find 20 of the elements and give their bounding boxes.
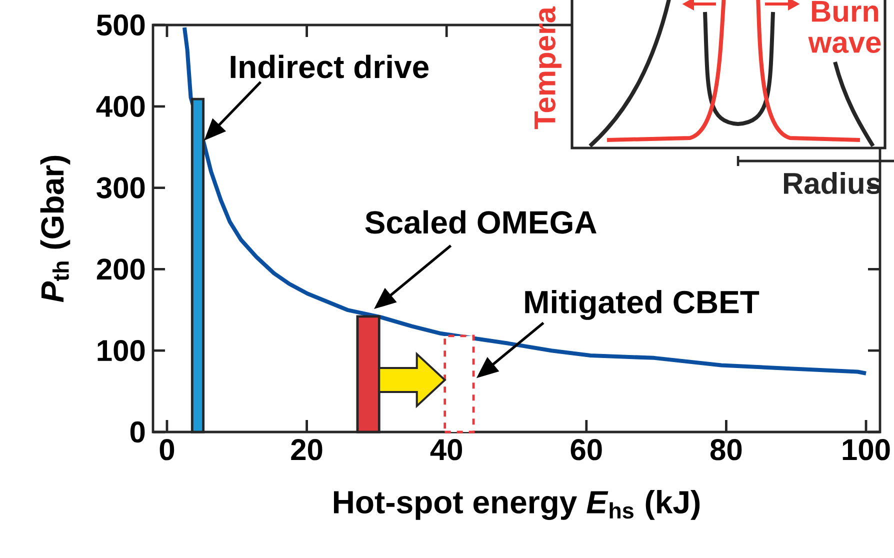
y-tick-label: 500 bbox=[96, 14, 145, 36]
annotation: Scaled OMEGA bbox=[365, 210, 596, 234]
y-tick-label: 400 bbox=[96, 96, 145, 118]
x-tick-label: 0 bbox=[160, 439, 174, 460]
annotation: Mitigated CBET bbox=[525, 290, 760, 320]
x-tick-label: 100 bbox=[842, 439, 890, 460]
y-tick-label: 200 bbox=[96, 258, 145, 280]
annotation: Tempera bbox=[534, 6, 562, 130]
annotation: Indirect drive bbox=[230, 54, 429, 78]
y-tick-label: 0 bbox=[130, 421, 145, 443]
x-tick-label: 80 bbox=[710, 439, 742, 460]
x-tick-label: 60 bbox=[570, 439, 602, 460]
x-tick-label: 40 bbox=[430, 439, 462, 460]
x-tick-label: 20 bbox=[291, 439, 322, 460]
y-tick-label: 100 bbox=[98, 340, 145, 362]
x-axis-title: Hot-spot energy E$_{hs}$ (kJ) bbox=[334, 490, 700, 520]
y-tick-label: 300 bbox=[96, 177, 145, 198]
y-axis-title: P$_{th}$ (Gbar) bbox=[40, 156, 70, 302]
annotation: Radius bbox=[784, 172, 881, 194]
annotation: Burn wave bbox=[808, 1, 881, 53]
